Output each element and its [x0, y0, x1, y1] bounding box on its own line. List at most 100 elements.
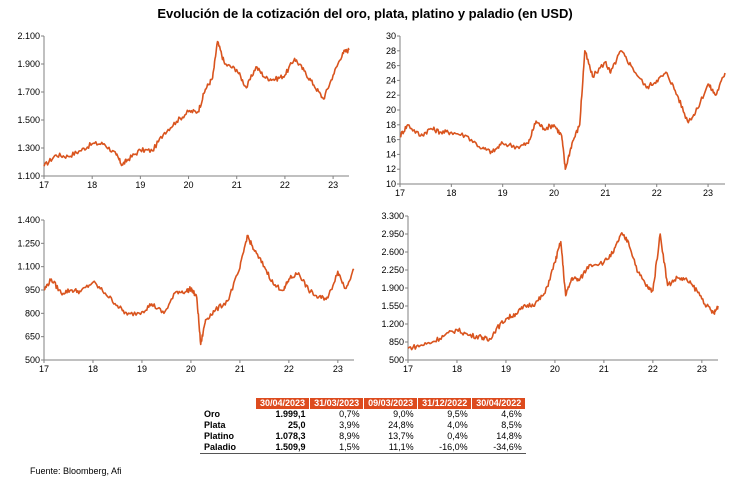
- table-cell: 4,0%: [447, 420, 468, 430]
- table-header-cell: 30/04/2023: [256, 398, 311, 409]
- y-tick-label: 18: [386, 120, 396, 130]
- x-tick-label: 20: [186, 364, 196, 374]
- y-tick-label: 30: [386, 31, 396, 41]
- price-change-table: 30/04/2023 31/03/2023 09/03/2023 31/12/2…: [200, 398, 527, 454]
- metal-name: Plata: [204, 420, 226, 430]
- y-tick-label: 500: [389, 355, 404, 365]
- metal-name: Platino: [204, 431, 235, 441]
- x-tick-label: 23: [333, 364, 343, 374]
- y-tick-label: 2.600: [381, 247, 404, 257]
- x-tick-label: 21: [600, 188, 610, 198]
- table-cell: 11,1%: [363, 442, 418, 454]
- y-tick-label: 1.550: [381, 301, 404, 311]
- y-tick-label: 850: [389, 337, 404, 347]
- x-tick-label: 17: [39, 180, 49, 190]
- x-tick-label: 22: [284, 364, 294, 374]
- table-cell: 0,4%: [447, 431, 468, 441]
- y-tick-label: 28: [386, 46, 396, 56]
- table-cell: 13,7%: [388, 431, 414, 441]
- x-tick-label: 23: [697, 364, 707, 374]
- x-tick-label: 19: [135, 180, 145, 190]
- x-tick-label: 22: [652, 188, 662, 198]
- table-header-cell: 09/03/2023: [363, 398, 419, 409]
- table-cell: 1.509,9: [256, 442, 310, 454]
- x-tick-label: 18: [452, 364, 462, 374]
- table-cell: 8,9%: [339, 431, 360, 441]
- price-series-line: [399, 50, 726, 170]
- table-row: Paladio 1.509,9 1,5% 11,1% -16,0% -34,6%: [200, 442, 526, 454]
- platinum-price-chart: 500 650 800 950 1.100 1.250 1.400 17 18 19 20 21 22 2…: [17, 215, 355, 374]
- y-tick-label: 10: [386, 179, 396, 189]
- metal-name: Paladio: [200, 442, 257, 454]
- source-note: Fuente: Bloomberg, Afi: [30, 466, 122, 476]
- table-cell: 1.078,3: [275, 431, 306, 441]
- x-tick-label: 17: [39, 364, 49, 374]
- gold-price-chart: 1.100 1.300 1.500 1.700 1.900 2.100 17 18 19 20 21…: [17, 31, 350, 190]
- price-series-line: [43, 40, 350, 167]
- x-tick-label: 19: [498, 188, 508, 198]
- x-tick-label: 19: [137, 364, 147, 374]
- palladium-price-chart: 500 850 1.200 1.550 1.900 2.250 2.600 2.950 3.30…: [381, 211, 719, 374]
- y-tick-label: 20: [386, 105, 396, 115]
- y-tick-label: 800: [25, 308, 40, 318]
- price-series-line: [407, 232, 719, 351]
- x-tick-label: 23: [703, 188, 713, 198]
- table-cell: -16,0%: [417, 442, 472, 454]
- y-tick-label: 2.950: [381, 229, 404, 239]
- table-cell: -34,6%: [471, 442, 526, 454]
- table-header-cell: 30/04/2022: [471, 398, 527, 409]
- x-tick-label: 18: [88, 364, 98, 374]
- y-tick-label: 2.250: [381, 265, 404, 275]
- y-tick-label: 3.300: [381, 211, 404, 221]
- y-tick-label: 2.100: [17, 31, 40, 41]
- y-tick-label: 26: [386, 61, 396, 71]
- table-cell: 24,8%: [388, 420, 414, 430]
- x-tick-label: 23: [328, 180, 338, 190]
- price-series-line: [43, 234, 355, 346]
- y-tick-label: 16: [386, 135, 396, 145]
- x-tick-label: 19: [501, 364, 511, 374]
- table-cell: 0,7%: [339, 409, 360, 419]
- y-tick-label: 22: [386, 90, 396, 100]
- y-tick-label: 1.400: [17, 215, 40, 225]
- y-tick-label: 12: [386, 164, 396, 174]
- x-tick-label: 21: [235, 364, 245, 374]
- table-cell: 3,9%: [339, 420, 360, 430]
- y-tick-label: 24: [386, 75, 396, 85]
- figure-title: Evolución de la cotización del oro, plat…: [157, 6, 573, 21]
- y-tick-label: 500: [25, 355, 40, 365]
- x-tick-label: 21: [599, 364, 609, 374]
- y-tick-label: 1.900: [381, 283, 404, 293]
- table-cell: 9,5%: [447, 409, 468, 419]
- x-tick-label: 22: [648, 364, 658, 374]
- table-header-cell: 31/12/2022: [417, 398, 473, 409]
- x-tick-label: 18: [87, 180, 97, 190]
- table-cell: 1.999,1: [275, 409, 306, 419]
- y-tick-label: 1.900: [17, 59, 40, 69]
- table-row: Plata 25,0 3,9% 24,8% 4,0% 8,5%: [200, 420, 526, 431]
- table-cell: 14,8%: [496, 431, 522, 441]
- table-row: Platino 1.078,3 8,9% 13,7% 0,4% 14,8%: [200, 431, 526, 442]
- y-tick-label: 950: [25, 285, 40, 295]
- table-corner-cell: [200, 398, 257, 409]
- y-tick-label: 1.300: [17, 143, 40, 153]
- x-tick-label: 20: [549, 188, 559, 198]
- x-tick-label: 18: [446, 188, 456, 198]
- y-tick-label: 1.100: [17, 262, 40, 272]
- y-tick-label: 14: [386, 149, 396, 159]
- y-tick-label: 650: [25, 332, 40, 342]
- table-cell: 4,6%: [501, 409, 522, 419]
- table-header-row: 30/04/2023 31/03/2023 09/03/2023 31/12/2…: [200, 398, 527, 409]
- x-tick-label: 20: [550, 364, 560, 374]
- metal-name: Oro: [204, 409, 221, 419]
- x-tick-label: 17: [395, 188, 405, 198]
- x-tick-label: 22: [280, 180, 290, 190]
- silver-price-chart: 10 12 14 16 18 20 22 24 26 28 30 17 18 19 20 21 22 23: [386, 31, 726, 198]
- y-tick-label: 1.100: [17, 171, 40, 181]
- table-cell: 9,0%: [393, 409, 414, 419]
- y-tick-label: 1.200: [381, 319, 404, 329]
- y-tick-label: 1.500: [17, 115, 40, 125]
- table-cell: 25,0: [288, 420, 306, 430]
- x-tick-label: 21: [232, 180, 242, 190]
- x-tick-label: 17: [403, 364, 413, 374]
